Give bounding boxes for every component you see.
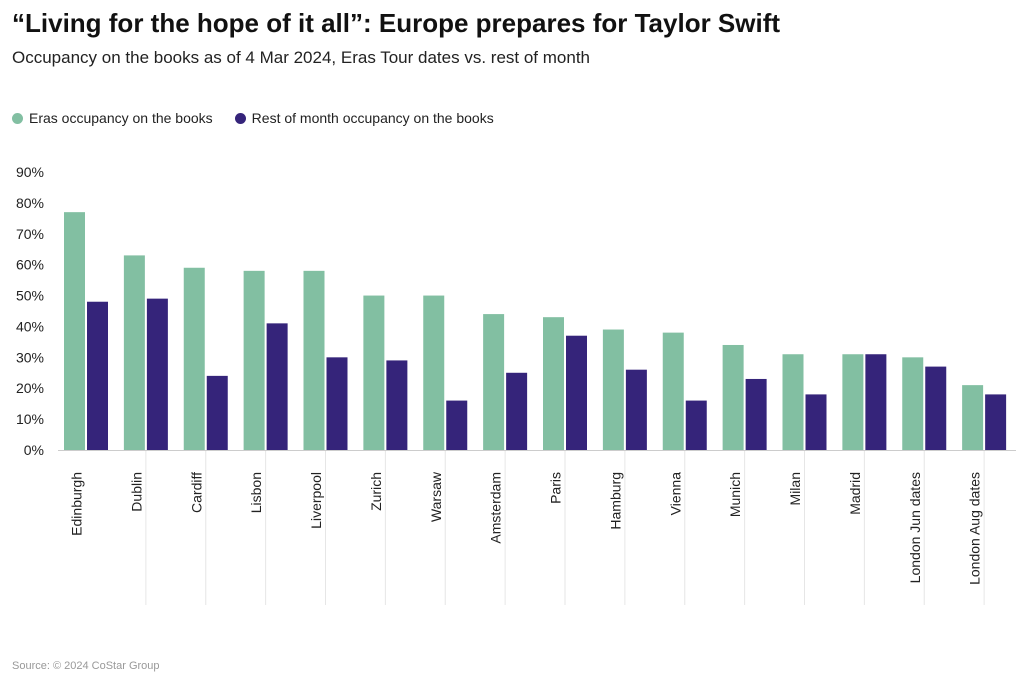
y-tick-label: 70%	[16, 226, 44, 242]
y-tick-label: 40%	[16, 318, 44, 334]
bar-eras	[483, 314, 505, 450]
bar-eras	[902, 357, 924, 450]
x-tick-label: Paris	[548, 472, 564, 504]
bar-rest	[266, 323, 288, 450]
bar-rest	[745, 378, 767, 450]
bar-rest	[865, 354, 887, 450]
x-tick-label: Amsterdam	[488, 472, 504, 544]
legend-label-eras: Eras occupancy on the books	[29, 110, 213, 126]
bar-eras	[123, 255, 145, 450]
bar-eras	[962, 385, 984, 450]
bar-eras	[782, 354, 804, 450]
legend-item-eras: Eras occupancy on the books	[12, 110, 213, 126]
bar-rest	[326, 357, 348, 450]
bar-eras	[662, 332, 684, 450]
x-tick-label: Liverpool	[308, 472, 324, 529]
bar-eras	[602, 329, 624, 450]
x-tick-label: Lisbon	[248, 472, 264, 513]
y-tick-label: 0%	[24, 442, 44, 458]
chart-subtitle: Occupancy on the books as of 4 Mar 2024,…	[12, 48, 590, 67]
bar-rest	[805, 394, 827, 450]
x-tick-label: Vienna	[667, 472, 683, 516]
bar-eras	[303, 270, 325, 450]
y-tick-label: 20%	[16, 380, 44, 396]
bar-eras	[363, 295, 385, 450]
bar-rest	[446, 400, 468, 450]
bar-eras	[183, 267, 205, 450]
y-tick-label: 30%	[16, 349, 44, 365]
bar-rest	[566, 335, 587, 450]
bar-rest	[206, 375, 228, 450]
x-tick-label: Hamburg	[607, 472, 623, 530]
y-tick-label: 90%	[16, 164, 44, 180]
bar-rest	[685, 400, 707, 450]
bar-eras	[543, 317, 564, 450]
legend-swatch-rest	[234, 112, 246, 124]
bar-eras	[722, 344, 744, 450]
y-tick-label: 60%	[16, 257, 44, 273]
bar-eras	[842, 354, 864, 450]
bar-rest	[87, 301, 108, 450]
y-tick-label: 50%	[16, 288, 44, 304]
bar-eras	[243, 270, 265, 450]
bar-chart: 0% 10% 20% 30% 40% 50% 60% 70% 80% 90% Edinburgh Du…	[16, 164, 1016, 605]
bar-rest	[985, 394, 1007, 450]
x-tick-label: Munich	[727, 472, 743, 517]
x-tick-label: Zurich	[368, 472, 384, 511]
x-tick-label: Warsaw	[428, 471, 444, 522]
bar-eras	[423, 295, 445, 450]
bar-rest	[386, 360, 408, 450]
bar-rest	[625, 369, 647, 450]
bar-rest	[506, 372, 528, 450]
x-tick-label: Milan	[787, 472, 803, 505]
chart-title: “Living for the hope of it all”: Europe …	[12, 8, 781, 38]
bar-eras	[64, 212, 85, 450]
bar-rest	[925, 366, 947, 450]
legend-item-rest: Rest of month occupancy on the books	[234, 110, 494, 126]
x-tick-label: Madrid	[847, 472, 863, 515]
x-tick-label: Dublin	[128, 472, 144, 512]
legend-swatch-eras	[12, 112, 23, 124]
source-note: Source: © 2024 CoStar Group	[12, 660, 160, 672]
x-tick-label: London Aug dates	[967, 472, 983, 585]
x-tick-label: London Jun dates	[907, 472, 923, 583]
x-tick-label: Edinburgh	[69, 472, 85, 536]
x-tick-label: Cardiff	[188, 472, 204, 513]
legend: Eras occupancy on the books Rest of mont…	[12, 110, 516, 126]
y-tick-label: 80%	[16, 195, 44, 211]
bar-rest	[146, 298, 168, 450]
legend-label-rest: Rest of month occupancy on the books	[251, 110, 494, 126]
y-tick-label: 10%	[16, 411, 44, 427]
